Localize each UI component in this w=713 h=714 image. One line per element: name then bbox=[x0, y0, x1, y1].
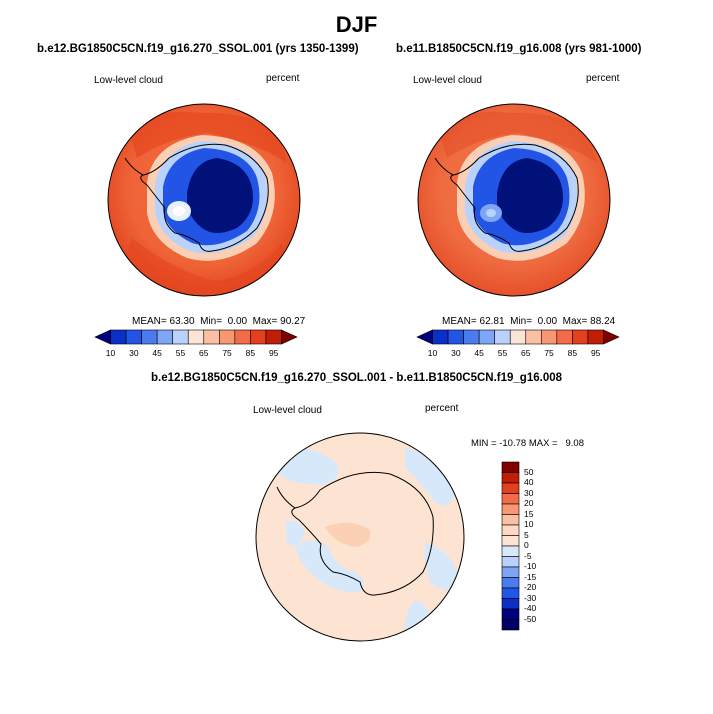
colorbar-tick-label: 85 bbox=[567, 348, 578, 358]
colorbar-tick-label: 55 bbox=[497, 348, 508, 358]
colorbar-swatch bbox=[416, 329, 433, 345]
colorbar-swatch bbox=[250, 329, 267, 345]
colorbar-swatch bbox=[501, 608, 520, 620]
colorbar-swatch bbox=[494, 329, 511, 345]
colorbar-tick-label: 10 bbox=[105, 348, 116, 358]
colorbar-swatch bbox=[501, 566, 520, 578]
colorbar-swatch bbox=[172, 329, 189, 345]
colorbar-tick-label: 0 bbox=[524, 540, 529, 550]
colorbar-swatch bbox=[501, 493, 520, 505]
panel2-colorbar-ticks: 10 30 45 55 65 75 85 95 bbox=[417, 348, 619, 360]
colorbar-tick-label: 10 bbox=[524, 519, 534, 529]
colorbar-tick-label: 30 bbox=[129, 348, 139, 358]
colorbar-swatch bbox=[501, 556, 520, 568]
colorbar-swatch bbox=[509, 329, 527, 345]
main-title: DJF bbox=[335, 12, 378, 37]
colorbar-tick-label: -15 bbox=[524, 571, 537, 582]
colorbar-tick-label: 15 bbox=[524, 508, 534, 519]
colorbar-tick-label: 30 bbox=[451, 348, 461, 358]
colorbar-swatch bbox=[556, 329, 573, 345]
colorbar-tick-label: 30 bbox=[524, 487, 534, 498]
colorbar-tick-label: 85 bbox=[245, 348, 256, 358]
colorbar-swatch bbox=[187, 329, 205, 345]
panel2-colorbar bbox=[416, 329, 620, 345]
panel1-variable-label: Low-level cloud bbox=[94, 75, 163, 86]
colorbar-swatch bbox=[572, 329, 589, 345]
colorbar-tick-label: 75 bbox=[544, 348, 554, 358]
colorbar-swatch bbox=[265, 329, 282, 345]
colorbar-swatch bbox=[541, 329, 558, 345]
colorbar-swatch bbox=[281, 329, 298, 345]
colorbar-swatch bbox=[587, 329, 604, 345]
colorbar-tick-label: -10 bbox=[524, 561, 537, 571]
colorbar-swatch bbox=[463, 329, 480, 345]
colorbar-tick-label: 5 bbox=[524, 529, 529, 540]
diff-title: b.e12.BG1850C5CN.f19_g16.270_SSOL.001 - … bbox=[150, 372, 563, 384]
diff-variable-label: Low-level cloud bbox=[253, 405, 322, 416]
colorbar-tick-label: 50 bbox=[524, 466, 534, 477]
colorbar-swatch bbox=[501, 545, 520, 557]
colorbar-swatch bbox=[94, 329, 111, 345]
colorbar-swatch bbox=[219, 329, 236, 345]
colorbar-tick-label: 95 bbox=[590, 348, 601, 358]
colorbar-tick-label: 55 bbox=[175, 348, 186, 358]
colorbar-swatch bbox=[501, 524, 520, 536]
panel2-units-label: percent bbox=[586, 73, 620, 84]
panel1-map bbox=[107, 103, 301, 297]
colorbar-tick-label: 20 bbox=[524, 498, 534, 508]
colorbar-swatch bbox=[501, 514, 520, 526]
colorbar-swatch bbox=[525, 329, 542, 345]
diff-map bbox=[255, 432, 465, 642]
colorbar-swatch bbox=[125, 329, 142, 345]
colorbar-swatch bbox=[234, 329, 251, 345]
colorbar-swatch bbox=[478, 329, 495, 345]
colorbar-swatch bbox=[501, 472, 520, 484]
colorbar-tick-label: 75 bbox=[222, 348, 232, 358]
colorbar-swatch bbox=[603, 329, 620, 345]
panel1-colorbar bbox=[94, 329, 298, 345]
panel1-colorbar-ticks: 10 30 45 55 65 75 85 95 bbox=[95, 348, 297, 360]
diff-colorbar-ticks: 50 40 30 20 15 10 5 0 -5 -10 -15 -20 -30 -40 -50 bbox=[524, 462, 554, 630]
panel1-title: b.e12.BG1850C5CN.f19_g16.270_SSOL.001 (y… bbox=[37, 43, 359, 55]
colorbar-swatch bbox=[501, 577, 520, 589]
colorbar-tick-label: 10 bbox=[427, 348, 438, 358]
panel2-title: b.e11.B1850C5CN.f19_g16.008 (yrs 981-100… bbox=[396, 43, 642, 55]
colorbar-swatch bbox=[501, 503, 520, 515]
colorbar-tick-label: 65 bbox=[199, 348, 209, 358]
colorbar-swatch bbox=[447, 329, 464, 345]
colorbar-tick-label: -30 bbox=[524, 592, 537, 603]
colorbar-swatch bbox=[141, 329, 158, 345]
colorbar-swatch bbox=[501, 461, 520, 473]
colorbar-tick-label: 45 bbox=[152, 348, 162, 358]
colorbar-tick-label: 95 bbox=[268, 348, 279, 358]
colorbar-tick-label: -20 bbox=[524, 582, 537, 592]
colorbar-tick-label: -5 bbox=[524, 550, 532, 561]
colorbar-tick-label: -50 bbox=[524, 613, 537, 624]
colorbar-swatch bbox=[501, 587, 520, 599]
panel2-variable-label: Low-level cloud bbox=[413, 75, 482, 86]
colorbar-swatch bbox=[501, 598, 520, 610]
colorbar-tick-label: 45 bbox=[474, 348, 484, 358]
colorbar-swatch bbox=[110, 329, 127, 345]
colorbar-swatch bbox=[203, 329, 220, 345]
colorbar-swatch bbox=[501, 482, 520, 494]
diff-colorbar bbox=[501, 461, 520, 631]
panel2-map bbox=[417, 103, 611, 297]
panel2-stats: MEAN= 62.81 Min= 0.00 Max= 88.24 bbox=[442, 316, 616, 327]
colorbar-tick-label: 40 bbox=[524, 477, 534, 487]
colorbar-swatch bbox=[156, 329, 173, 345]
panel1-stats: MEAN= 63.30 Min= 0.00 Max= 90.27 bbox=[132, 316, 306, 327]
diff-units-label: percent bbox=[425, 403, 459, 414]
colorbar-swatch bbox=[501, 619, 520, 631]
diff-minmax: MIN = -10.78 MAX = 9.08 bbox=[471, 438, 584, 449]
colorbar-swatch bbox=[432, 329, 449, 345]
colorbar-swatch bbox=[501, 535, 520, 547]
panel1-units-label: percent bbox=[266, 73, 300, 84]
colorbar-tick-label: -40 bbox=[524, 603, 537, 613]
colorbar-tick-label: 65 bbox=[521, 348, 531, 358]
